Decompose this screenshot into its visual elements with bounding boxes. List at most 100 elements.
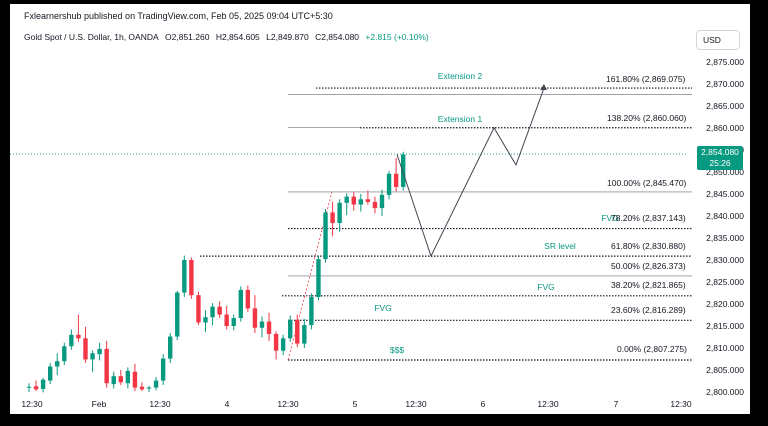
candle-body xyxy=(90,353,95,360)
y-tick-label: 2,835.000 xyxy=(706,233,744,243)
fib-level-label: 23.60% (2,816.289) xyxy=(611,305,686,315)
candle-body xyxy=(118,376,123,383)
y-tick-label: 2,850.000 xyxy=(706,167,744,177)
candle-body xyxy=(125,370,131,384)
candle-body xyxy=(153,380,159,388)
ohlc-open: O2,851.260 xyxy=(165,32,210,42)
fib-level-label: 161.80% (2,869.075) xyxy=(606,74,686,84)
candle-body xyxy=(168,336,173,359)
candle-body xyxy=(302,325,307,344)
x-tick-label: 6 xyxy=(480,399,486,409)
x-tick-label: 7 xyxy=(613,399,619,409)
fvg-label-low: FVG xyxy=(374,303,392,313)
price-chart[interactable] xyxy=(10,4,750,414)
y-tick-label: 2,875.000 xyxy=(706,57,744,67)
candle-body xyxy=(351,196,356,205)
candle-body xyxy=(323,212,328,260)
y-tick-label: 2,860.000 xyxy=(706,123,744,133)
liquidity-label: $$$ xyxy=(389,345,405,355)
y-tick-label: 2,800.000 xyxy=(706,387,744,397)
candle-body xyxy=(358,199,364,205)
candle-body xyxy=(146,387,152,389)
fvg-label-mid: FVG xyxy=(537,282,555,292)
candle-body xyxy=(76,334,81,339)
ohlc-low: L2,849.870 xyxy=(266,32,309,42)
candle-body xyxy=(365,199,371,202)
candle-body xyxy=(330,212,335,224)
candle-body xyxy=(160,358,166,381)
candle-body xyxy=(210,306,215,318)
candle-body xyxy=(26,386,32,388)
sr-level-label: SR level xyxy=(544,241,576,251)
y-tick-label: 2,815.000 xyxy=(706,321,744,331)
extension-1-label: Extension 1 xyxy=(437,114,483,124)
currency-button[interactable]: USD xyxy=(696,30,740,50)
symbol-legend: Gold Spot / U.S. Dollar, 1h, OANDA O2,85… xyxy=(24,32,433,42)
candle-body xyxy=(83,338,88,360)
projection-arrowhead xyxy=(540,84,547,91)
price-change: +2.815 (+0.10%) xyxy=(365,32,429,42)
y-tick-label: 2,870.000 xyxy=(706,79,744,89)
projection-path xyxy=(396,87,545,258)
publisher-caption: Fxlearnershub published on TradingView.c… xyxy=(24,11,333,21)
y-tick-label: 2,820.000 xyxy=(706,299,744,309)
candle-body xyxy=(217,306,222,315)
extension-2-label: Extension 2 xyxy=(437,71,483,81)
ohlc-close: C2,854.080 xyxy=(315,32,360,42)
candle-body xyxy=(55,361,60,367)
x-tick-label: 12:30 xyxy=(277,399,299,409)
y-tick-label: 2,825.000 xyxy=(706,277,744,287)
candle-body xyxy=(400,154,406,187)
fib-level-label: 138.20% (2,860.060) xyxy=(607,113,687,123)
ohlc-high: H2,854.605 xyxy=(215,32,260,42)
x-tick-label: 12:30 xyxy=(149,399,171,409)
candle-body xyxy=(245,289,251,309)
bar-countdown: 25:26 xyxy=(709,158,731,168)
x-tick-label: Feb xyxy=(91,399,107,409)
candle-body xyxy=(238,289,243,319)
candle-body xyxy=(69,334,74,347)
candle-body xyxy=(175,292,180,337)
candle-body xyxy=(273,333,279,351)
fib-level-label: 100.00% (2,845.470) xyxy=(607,178,687,188)
candle-body xyxy=(224,314,229,326)
candle-body xyxy=(104,348,109,384)
candle-body xyxy=(337,202,342,224)
x-tick-label: 12:30 xyxy=(537,399,559,409)
candle-body xyxy=(295,319,300,344)
candle-body xyxy=(231,318,236,326)
candle-body xyxy=(259,321,265,328)
x-tick-label: 4 xyxy=(224,399,230,409)
x-tick-label: 12:30 xyxy=(670,399,692,409)
y-tick-label: 2,865.000 xyxy=(706,101,744,111)
candle-body xyxy=(372,201,378,209)
candle-body xyxy=(203,317,208,323)
candle-body xyxy=(266,321,272,334)
candle-body xyxy=(252,308,258,328)
y-tick-label: 2,840.000 xyxy=(706,211,744,221)
candle-body xyxy=(393,173,399,187)
candle-body xyxy=(62,346,67,362)
symbol-name[interactable]: Gold Spot / U.S. Dollar, 1h, OANDA xyxy=(24,32,159,42)
y-tick-label: 2,810.000 xyxy=(706,343,744,353)
candle-body xyxy=(280,338,286,351)
candle-body xyxy=(47,366,53,381)
y-tick-label: 2,845.000 xyxy=(706,189,744,199)
candle-body xyxy=(33,386,39,390)
candle-body xyxy=(189,260,194,296)
current-price-badge: 2,854.080 25:26 xyxy=(697,146,743,170)
fvg-label-top: FVG xyxy=(601,213,619,223)
candle-body xyxy=(139,386,145,390)
fib-level-label: 78.20% (2,837.143) xyxy=(611,213,686,223)
fib-level-label: 38.20% (2,821.865) xyxy=(611,280,686,290)
candle-body xyxy=(196,295,201,323)
candle-body xyxy=(132,371,138,388)
fib-level-label: 0.00% (2,807.275) xyxy=(617,344,687,354)
chart-window: Fxlearnershub published on TradingView.c… xyxy=(10,4,750,414)
x-tick-label: 5 xyxy=(352,399,358,409)
candle-body xyxy=(379,194,385,209)
candle-body xyxy=(40,379,46,389)
candle-body xyxy=(309,296,314,326)
candle-body xyxy=(182,260,187,293)
candle-body xyxy=(111,376,116,385)
